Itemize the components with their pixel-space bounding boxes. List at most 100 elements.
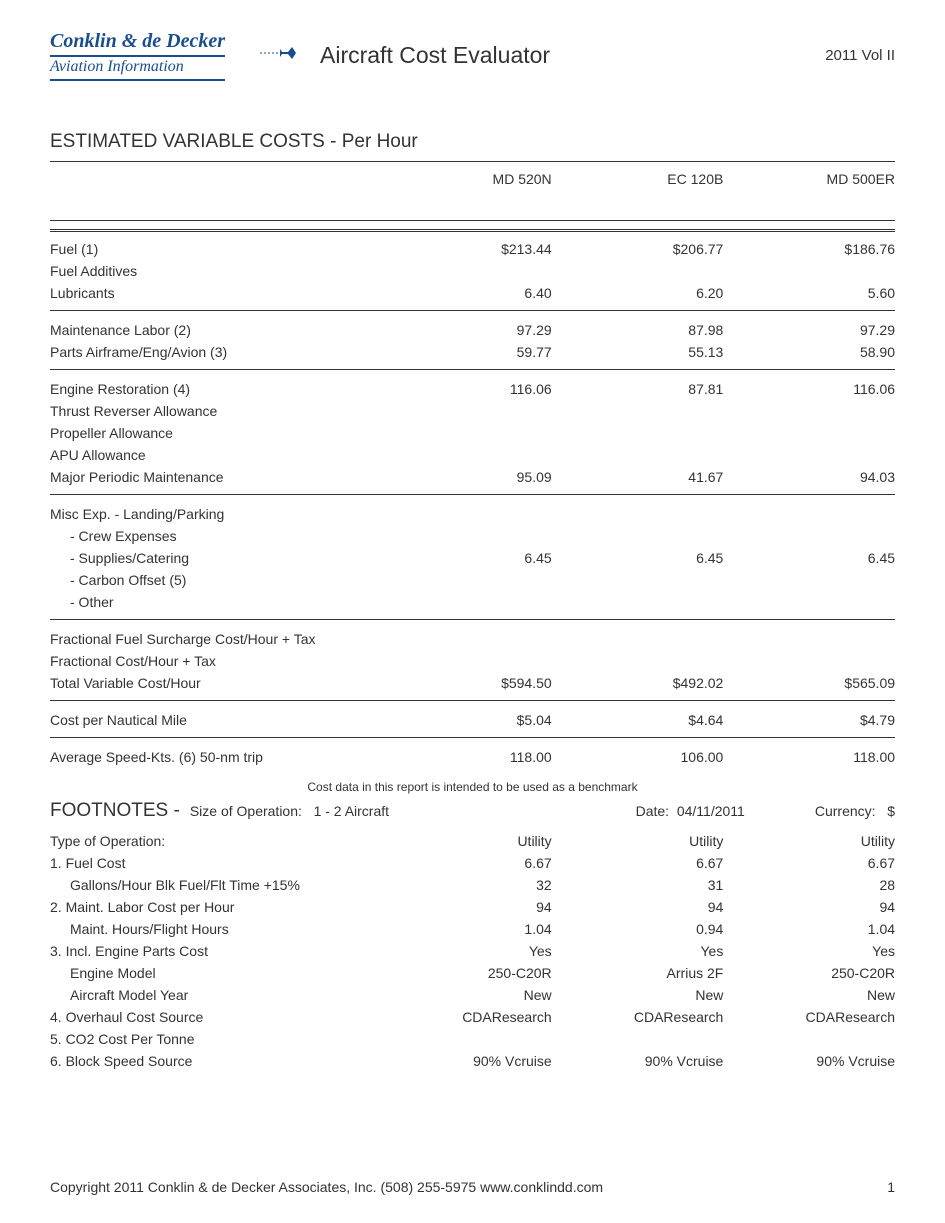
footnote-value [552, 1028, 724, 1050]
row-value: 118.00 [380, 746, 552, 768]
size-value: 1 - 2 Aircraft [314, 803, 389, 819]
airplane-icon [260, 41, 300, 70]
footnote-row: 3. Incl. Engine Parts CostYesYesYes [50, 940, 895, 962]
row-label: Maintenance Labor (2) [50, 319, 380, 341]
row-label: Parts Airframe/Eng/Avion (3) [50, 341, 380, 363]
row-label: Lubricants [50, 282, 380, 304]
page-footer: Copyright 2011 Conklin & de Decker Assoc… [50, 1179, 895, 1195]
row-value [380, 400, 552, 422]
row-value: 41.67 [552, 466, 724, 488]
table-row: - Crew Expenses [50, 525, 895, 547]
page-number: 1 [887, 1179, 895, 1195]
row-value [552, 650, 724, 672]
table-row: Average Speed-Kts. (6) 50-nm trip118.001… [50, 746, 895, 768]
row-value: $4.79 [723, 709, 895, 731]
col-header-1: MD 520N [380, 168, 552, 190]
benchmark-note: Cost data in this report is intended to … [50, 780, 895, 794]
row-value: 6.20 [552, 282, 724, 304]
footnote-value: CDAResearch [552, 1006, 724, 1028]
footnote-label: Gallons/Hour Blk Fuel/Flt Time +15% [50, 874, 380, 896]
row-value: 97.29 [723, 319, 895, 341]
footnote-value: 250-C20R [723, 962, 895, 984]
row-value: 118.00 [723, 746, 895, 768]
footnotes-size: Size of Operation: 1 - 2 Aircraft [190, 803, 636, 819]
table-row: Fuel Additives [50, 260, 895, 282]
table-group: Fractional Fuel Surcharge Cost/Hour + Ta… [50, 622, 895, 701]
row-label: Fractional Cost/Hour + Tax [50, 650, 380, 672]
row-value [552, 260, 724, 282]
row-label: Cost per Nautical Mile [50, 709, 380, 731]
size-label: Size of Operation: [190, 803, 302, 819]
table-row: Total Variable Cost/Hour$594.50$492.02$5… [50, 672, 895, 694]
header-blank [50, 168, 380, 190]
row-value: 116.06 [723, 378, 895, 400]
table-group: Fuel (1)$213.44$206.77$186.76Fuel Additi… [50, 229, 895, 311]
footnote-value: New [552, 984, 724, 1006]
row-value [380, 650, 552, 672]
currency-value: $ [887, 803, 895, 819]
table-group: Engine Restoration (4)116.0687.81116.06T… [50, 372, 895, 495]
table-group: Cost per Nautical Mile$5.04$4.64$4.79 [50, 703, 895, 738]
table-row: Fractional Fuel Surcharge Cost/Hour + Ta… [50, 628, 895, 650]
row-label: Fuel (1) [50, 238, 380, 260]
footnote-row: Type of Operation:UtilityUtilityUtility [50, 830, 895, 852]
footnotes-title: FOOTNOTES - [50, 800, 180, 822]
table-row: Cost per Nautical Mile$5.04$4.64$4.79 [50, 709, 895, 731]
footnote-label: Aircraft Model Year [50, 984, 380, 1006]
footnotes-table: Type of Operation:UtilityUtilityUtility1… [50, 830, 895, 1072]
footnote-value: Yes [552, 940, 724, 962]
currency-label: Currency: [815, 803, 876, 819]
row-value [552, 503, 724, 525]
row-value: $4.64 [552, 709, 724, 731]
cost-table: MD 520N EC 120B MD 500ER Fuel (1)$213.44… [50, 161, 895, 774]
table-row: - Other [50, 591, 895, 613]
footnote-row: Maint. Hours/Flight Hours1.040.941.04 [50, 918, 895, 940]
row-value: 6.45 [723, 547, 895, 569]
table-row: Misc Exp. - Landing/Parking [50, 503, 895, 525]
row-label: Average Speed-Kts. (6) 50-nm trip [50, 746, 380, 768]
section-title: ESTIMATED VARIABLE COSTS - Per Hour [50, 131, 895, 153]
footnote-row: 5. CO2 Cost Per Tonne [50, 1028, 895, 1050]
row-label: - Crew Expenses [50, 525, 380, 547]
row-value [552, 400, 724, 422]
row-value: 6.45 [380, 547, 552, 569]
company-tagline: Aviation Information [50, 58, 225, 81]
row-value [380, 591, 552, 613]
row-value [552, 591, 724, 613]
row-value [723, 422, 895, 444]
row-value: $594.50 [380, 672, 552, 694]
row-value [723, 650, 895, 672]
logo-block: Conklin & de Decker Aviation Information [50, 30, 225, 81]
footnote-value: 250-C20R [380, 962, 552, 984]
table-row: APU Allowance [50, 444, 895, 466]
footnote-value: CDAResearch [723, 1006, 895, 1028]
row-value: $492.02 [552, 672, 724, 694]
row-label: Engine Restoration (4) [50, 378, 380, 400]
row-label: APU Allowance [50, 444, 380, 466]
footnote-value [380, 1028, 552, 1050]
column-header-row: MD 520N EC 120B MD 500ER [50, 161, 895, 221]
footnote-value: New [723, 984, 895, 1006]
footnotes-date: Date: 04/11/2011 [636, 803, 745, 819]
footnote-row: 1. Fuel Cost6.676.676.67 [50, 852, 895, 874]
footnote-value: 1.04 [380, 918, 552, 940]
row-label: Total Variable Cost/Hour [50, 672, 380, 694]
row-value: $213.44 [380, 238, 552, 260]
row-value [552, 569, 724, 591]
row-value [380, 569, 552, 591]
company-name: Conklin & de Decker [50, 30, 225, 57]
footnote-value: 6.67 [380, 852, 552, 874]
footnote-row: 2. Maint. Labor Cost per Hour949494 [50, 896, 895, 918]
copyright-text: Copyright 2011 Conklin & de Decker Assoc… [50, 1179, 603, 1195]
row-value [552, 422, 724, 444]
footnote-value: 31 [552, 874, 724, 896]
table-group: Maintenance Labor (2)97.2987.9897.29Part… [50, 313, 895, 370]
row-value [552, 444, 724, 466]
row-value [552, 525, 724, 547]
row-value: $565.09 [723, 672, 895, 694]
footnote-row: 6. Block Speed Source90% Vcruise90% Vcru… [50, 1050, 895, 1072]
footnote-label: 4. Overhaul Cost Source [50, 1006, 380, 1028]
footnote-value: Yes [723, 940, 895, 962]
footnote-label: Type of Operation: [50, 830, 380, 852]
footnote-value: 6.67 [552, 852, 724, 874]
